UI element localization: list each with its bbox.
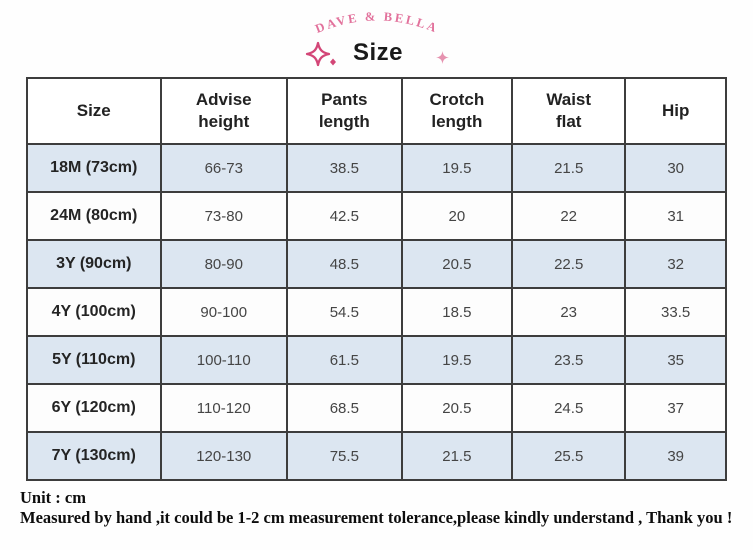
value-cell: 38.5 [286, 143, 403, 193]
value-cell: 42.5 [286, 191, 403, 241]
table-row: 7Y (130cm) 120-130 75.5 21.5 25.5 39 [26, 431, 727, 481]
table-row: 3Y (90cm) 80-90 48.5 20.5 22.5 32 [26, 239, 727, 289]
value-cell: 54.5 [286, 287, 403, 337]
value-cell: 32 [624, 239, 727, 289]
value-cell: 20.5 [400, 383, 514, 433]
size-cell: 4Y (100cm) [26, 287, 162, 337]
value-cell: 30 [624, 143, 727, 193]
value-cell: 19.5 [400, 143, 514, 193]
value-cell: 21.5 [511, 143, 627, 193]
value-cell: 48.5 [286, 239, 403, 289]
value-cell: 23 [511, 287, 627, 337]
table-row: 4Y (100cm) 90-100 54.5 18.5 23 33.5 [26, 287, 727, 337]
size-cell: 24M (80cm) [26, 191, 162, 241]
value-cell: 18.5 [400, 287, 514, 337]
value-cell: 90-100 [159, 287, 289, 337]
svg-text:DAVE & BELLA: DAVE & BELLA [313, 9, 440, 36]
value-cell: 21.5 [400, 431, 514, 481]
table-row: 24M (80cm) 73-80 42.5 20 22 31 [26, 191, 727, 241]
size-cell: 7Y (130cm) [26, 431, 162, 481]
value-cell: 39 [624, 431, 727, 481]
value-cell: 35 [624, 335, 727, 385]
column-header-size: Size [26, 77, 162, 145]
page-title: Size [352, 39, 404, 66]
brand-arc: DAVE & BELLA [313, 9, 440, 36]
value-cell: 22 [511, 191, 627, 241]
value-cell: 33.5 [624, 287, 727, 337]
value-cell: 23.5 [511, 335, 627, 385]
size-cell: 5Y (110cm) [26, 335, 162, 385]
value-cell: 100-110 [159, 335, 289, 385]
value-cell: 25.5 [511, 431, 627, 481]
size-cell: 3Y (90cm) [26, 239, 162, 289]
brand-name: DAVE & BELLA [313, 9, 438, 36]
table-row: 5Y (110cm) 100-110 61.5 19.5 23.5 35 [26, 335, 727, 385]
value-cell: 37 [624, 383, 727, 433]
value-cell: 20 [400, 191, 514, 241]
value-cell: 66-73 [159, 143, 289, 193]
sparkle-small-icon [436, 50, 450, 64]
value-cell: 61.5 [286, 335, 403, 385]
table-row: 18M (73cm) 66-73 38.5 19.5 21.5 30 [26, 143, 727, 193]
header-row: Size Advise height Pants length Crotch l… [26, 77, 727, 145]
table-row: 6Y (120cm) 110-120 68.5 20.5 24.5 37 [26, 383, 727, 433]
title-row: Size [0, 37, 753, 69]
header: DAVE & BELLA Size [0, 0, 753, 69]
column-header-hip: Hip [624, 77, 727, 145]
sparkle-icon [305, 41, 336, 67]
value-cell: 19.5 [400, 335, 514, 385]
unit-note: Unit : cm [20, 488, 86, 507]
value-cell: 20.5 [400, 239, 514, 289]
footer: Unit : cm Measured by hand ,it could be … [20, 488, 753, 528]
value-cell: 22.5 [511, 239, 627, 289]
size-cell: 18M (73cm) [26, 143, 162, 193]
value-cell: 31 [624, 191, 727, 241]
column-header-crotch-length: Crotch length [400, 77, 514, 145]
tolerance-note: Measured by hand ,it could be 1-2 cm mea… [20, 508, 733, 528]
value-cell: 120-130 [159, 431, 289, 481]
size-cell: 6Y (120cm) [26, 383, 162, 433]
value-cell: 68.5 [286, 383, 403, 433]
column-header-pants-length: Pants length [286, 77, 403, 145]
column-header-advise-height: Advise height [159, 77, 289, 145]
value-cell: 24.5 [511, 383, 627, 433]
value-cell: 80-90 [159, 239, 289, 289]
size-table: Size Advise height Pants length Crotch l… [26, 77, 727, 481]
value-cell: 73-80 [159, 191, 289, 241]
value-cell: 75.5 [286, 431, 403, 481]
column-header-waist-flat: Waist flat [511, 77, 627, 145]
value-cell: 110-120 [159, 383, 289, 433]
